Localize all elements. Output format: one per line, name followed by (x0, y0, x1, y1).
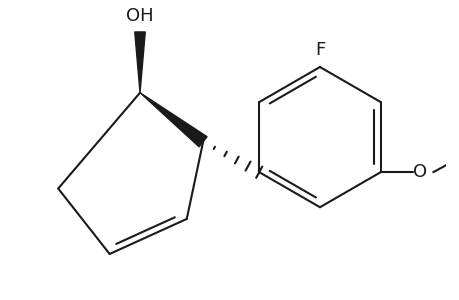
Text: F: F (314, 41, 325, 59)
Text: OH: OH (126, 7, 153, 25)
Text: O: O (413, 163, 426, 181)
Polygon shape (134, 32, 145, 93)
Polygon shape (140, 93, 207, 147)
